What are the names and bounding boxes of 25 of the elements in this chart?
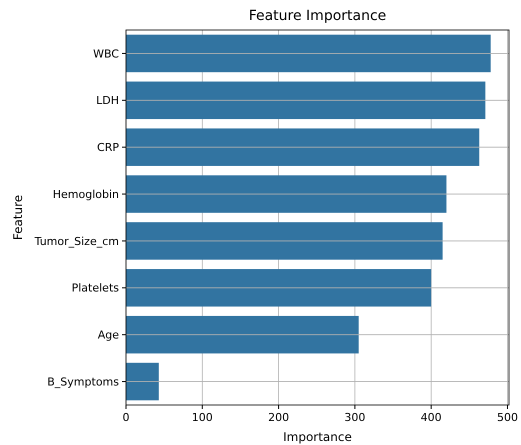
y-tick-label: Hemoglobin bbox=[52, 188, 120, 201]
x-tick-label: 500 bbox=[496, 411, 518, 424]
y-tick-label: Tumor_Size_cm bbox=[34, 234, 119, 248]
y-tick-label: LDH bbox=[96, 94, 119, 108]
y-tick-label: Platelets bbox=[72, 282, 120, 295]
x-tick-label: 100 bbox=[192, 411, 213, 424]
x-axis-title: Importance bbox=[283, 430, 352, 444]
chart-title: Feature Importance bbox=[248, 8, 386, 24]
bar bbox=[126, 82, 486, 120]
bar bbox=[126, 175, 446, 213]
bar bbox=[126, 34, 491, 72]
bar bbox=[126, 362, 159, 400]
x-tick-label: 200 bbox=[268, 411, 290, 424]
y-axis-title: Feature bbox=[11, 194, 25, 240]
y-tick-label: B_Symptoms bbox=[47, 375, 120, 388]
x-tick-label: 0 bbox=[122, 411, 130, 424]
bar bbox=[126, 128, 480, 166]
bar bbox=[126, 316, 359, 354]
y-tick-label: Age bbox=[98, 328, 120, 342]
bar bbox=[126, 269, 432, 307]
x-tick-label: 300 bbox=[344, 411, 366, 424]
y-tick-label: CRP bbox=[97, 141, 120, 154]
y-tick-label: WBC bbox=[93, 47, 120, 60]
x-tick-label: 400 bbox=[420, 411, 442, 424]
bar bbox=[126, 222, 443, 260]
